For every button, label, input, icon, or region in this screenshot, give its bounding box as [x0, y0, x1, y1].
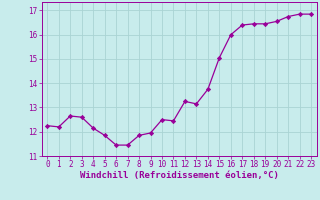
X-axis label: Windchill (Refroidissement éolien,°C): Windchill (Refroidissement éolien,°C) — [80, 171, 279, 180]
